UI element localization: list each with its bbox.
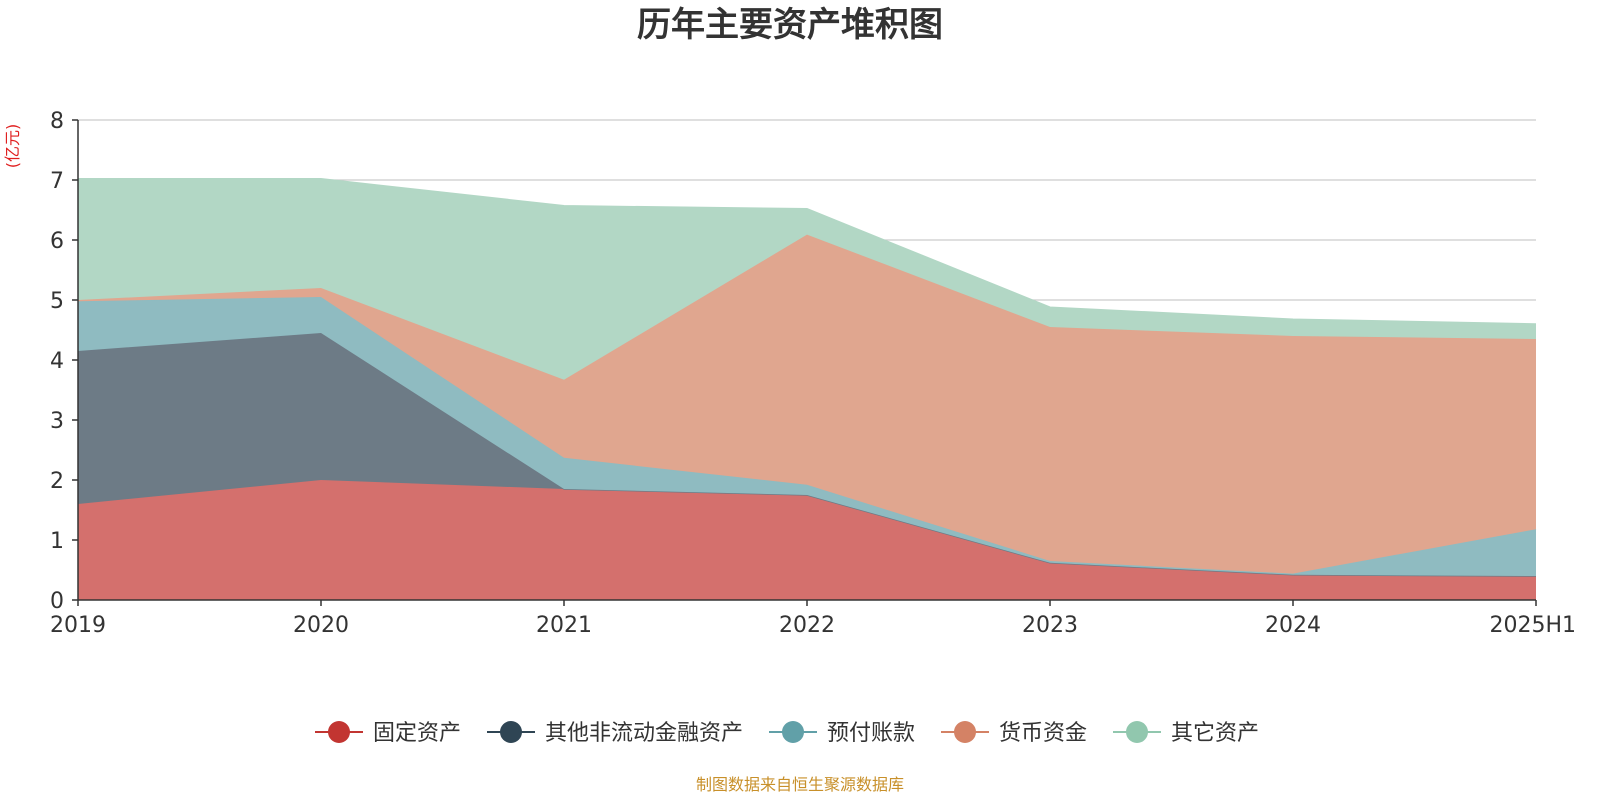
x-tick-label: 2020 <box>293 613 349 638</box>
legend-marker <box>782 721 804 743</box>
area-固定资产 <box>78 480 1536 600</box>
y-axis-unit: (亿元) <box>3 124 22 169</box>
legend-item[interactable]: 预付账款 <box>769 721 915 746</box>
area-其它资产 <box>78 178 1536 380</box>
legend-label: 预付账款 <box>827 721 915 746</box>
legend-item[interactable]: 货币资金 <box>941 721 1087 746</box>
y-tick-label: 6 <box>50 229 64 254</box>
legend-label: 货币资金 <box>999 721 1087 746</box>
area-预付账款 <box>78 297 1536 576</box>
y-tick-label: 1 <box>50 529 64 554</box>
y-tick-label: 7 <box>50 169 64 194</box>
legend-marker <box>954 721 976 743</box>
x-tick-label: 2024 <box>1265 613 1321 638</box>
x-tick-label: 2025H1 <box>1489 613 1576 638</box>
legend-label: 其他非流动金融资产 <box>545 721 743 746</box>
y-tick-label: 0 <box>50 589 64 614</box>
legend-marker <box>1126 721 1148 743</box>
legend-item[interactable]: 固定资产 <box>315 721 461 746</box>
legend: 固定资产 其他非流动金融资产 预付账款 货币资金 其它资产 <box>315 721 1259 746</box>
legend-marker <box>500 721 522 743</box>
legend-label: 其它资产 <box>1171 721 1259 746</box>
x-tick-label: 2022 <box>779 613 835 638</box>
y-tick-label: 5 <box>50 289 64 314</box>
area-edge-其它资产 <box>78 178 1537 325</box>
area-series <box>77 178 1537 600</box>
legend-item[interactable]: 其它资产 <box>1113 721 1259 746</box>
y-tick-label: 8 <box>50 109 64 134</box>
x-tick-label: 2023 <box>1022 613 1078 638</box>
source-note: 制图数据来自恒生聚源数据库 <box>696 775 904 794</box>
y-tick-label: 3 <box>50 409 64 434</box>
legend-marker <box>328 721 350 743</box>
area-货币资金 <box>78 234 1536 574</box>
y-tick-label: 2 <box>50 469 64 494</box>
y-tick-label: 4 <box>50 349 64 374</box>
chart-title: 历年主要资产堆积图 <box>637 5 943 45</box>
y-axis-ticks: 0 1 2 3 4 5 6 7 8 <box>50 109 78 614</box>
x-tick-label: 2021 <box>536 613 592 638</box>
x-axis-ticks: 2019 2020 2021 2022 2023 2024 2025H1 <box>50 600 1576 638</box>
legend-item[interactable]: 其他非流动金融资产 <box>487 721 743 746</box>
legend-label: 固定资产 <box>373 721 461 746</box>
area-其他非流动金融资产 <box>78 333 1536 576</box>
x-tick-label: 2019 <box>50 613 106 638</box>
